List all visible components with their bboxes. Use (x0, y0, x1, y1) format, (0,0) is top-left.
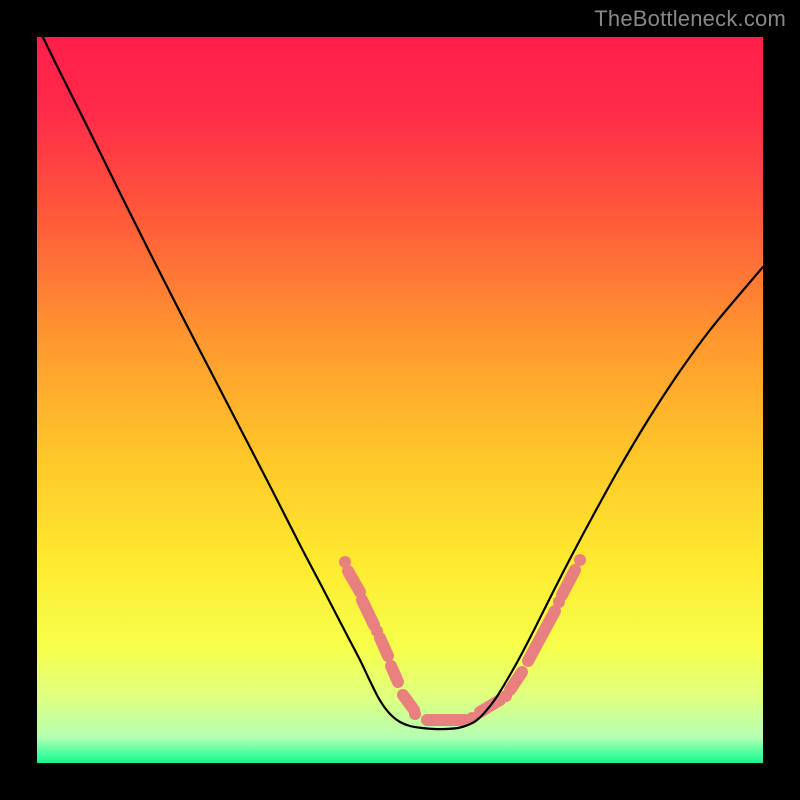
chart (37, 37, 763, 763)
plot-background (37, 37, 763, 763)
watermark-text: TheBottleneck.com (594, 6, 786, 32)
